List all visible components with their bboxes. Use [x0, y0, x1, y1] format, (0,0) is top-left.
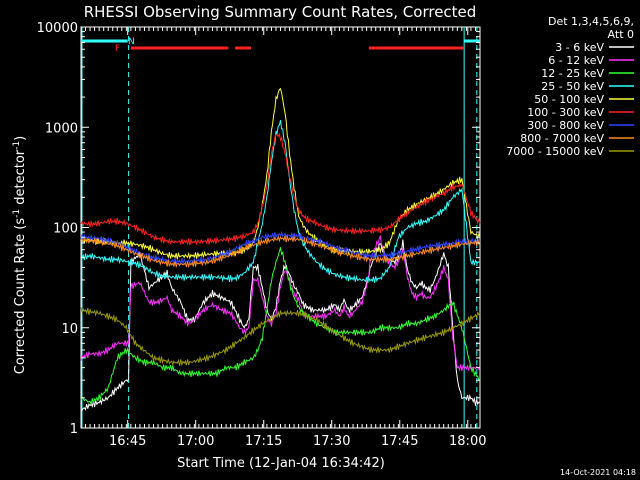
series-line-4 — [80, 87, 481, 260]
axis-ticks: 1 10 100 1000 10000 16:45 17:00 17:15 17:30 17:45… — [37, 21, 487, 449]
chart-title: RHESSI Observing Summary Count Rates, Co… — [84, 3, 477, 21]
series-line-1 — [80, 234, 481, 372]
annotation-f: F — [115, 44, 120, 54]
annotation-n: N — [128, 37, 135, 47]
plot-frame — [80, 26, 481, 429]
legend-label: 25 - 50 keV — [541, 80, 604, 93]
y-tick-label: 1000 — [45, 121, 78, 136]
flag-bars — [81, 39, 480, 50]
y-axis-label-exp1: -1 — [12, 209, 22, 218]
series-line-2 — [80, 247, 481, 407]
legend-label: 3 - 6 keV — [555, 41, 604, 54]
legend-header-2: Att 0 — [608, 28, 634, 41]
y-axis-label-mid: detector — [13, 149, 28, 209]
x-tick-label: 17:15 — [245, 434, 282, 449]
legend-header-1: Det 1,3,4,5,6,9, — [548, 15, 634, 28]
series-line-3 — [80, 119, 481, 283]
y-axis-label-main: Corrected Count Rate (s — [13, 218, 28, 375]
y-axis-label-end: ) — [13, 136, 28, 141]
legend-label: 50 - 100 keV — [534, 93, 604, 106]
series-line-0 — [80, 239, 481, 412]
x-tick-label: 17:45 — [381, 434, 418, 449]
legend-label: 6 - 12 keV — [548, 54, 604, 67]
x-tick-label: 16:45 — [109, 434, 146, 449]
plot-border — [80, 26, 481, 429]
x-tick-label: 17:30 — [313, 434, 350, 449]
legend-label: 300 - 800 keV — [527, 119, 604, 132]
y-tick-label: 100 — [53, 222, 78, 237]
legend-label: 800 - 7000 keV — [520, 132, 604, 145]
x-tick-label: 17:00 — [177, 434, 214, 449]
y-tick-label: 1 — [70, 422, 78, 437]
x-axis-label: Start Time (12-Jan-04 16:34:42) — [177, 456, 385, 471]
series-line-5 — [80, 132, 481, 246]
y-tick-label: 10000 — [37, 21, 78, 36]
series-line-7 — [80, 234, 481, 269]
vertical-markers — [81, 27, 478, 428]
x-tick-label: 18:00 — [449, 434, 486, 449]
y-tick-label: 10 — [61, 322, 78, 337]
y-axis-label-exp2: -1 — [12, 141, 22, 150]
series-layer — [80, 87, 481, 412]
legend-label: 12 - 25 keV — [541, 67, 604, 80]
y-axis-label: Corrected Count Rate (s-1 detector-1) — [12, 136, 28, 374]
legend-label: 7000 - 15000 keV — [506, 145, 604, 158]
legend-label: 100 - 300 keV — [527, 106, 604, 119]
series-line-8 — [80, 307, 481, 367]
footer-timestamp: 14-Oct-2021 04:18 — [560, 468, 636, 477]
